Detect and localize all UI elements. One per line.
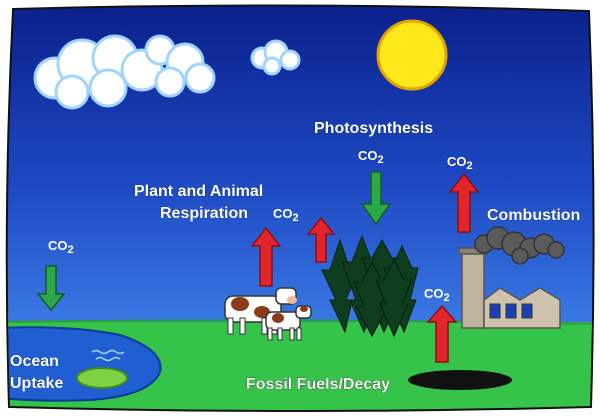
co2-photosynthesis: CO2 — [358, 148, 384, 166]
forest — [321, 234, 419, 338]
factory — [458, 247, 561, 329]
co2-fossil-fuels: CO2 — [424, 286, 450, 304]
label-respiration-line1: Plant and Animal — [134, 183, 263, 200]
cloud-large — [33, 34, 216, 110]
fossil-fuel-pool — [408, 370, 512, 390]
arrow-combustion — [448, 172, 480, 233]
label-respiration-line2: Respiration — [160, 205, 248, 222]
co2-respiration: CO2 — [273, 206, 299, 224]
arrow-photosynthesis — [360, 171, 392, 226]
label-fossil-fuels: Fossil Fuels/Decay — [246, 376, 390, 393]
smoke — [474, 226, 565, 265]
co2-ocean: CO2 — [48, 238, 74, 256]
label-photosynthesis: Photosynthesis — [314, 120, 433, 137]
svg-text:CO2: CO2 — [424, 286, 450, 304]
label-ocean: Ocean — [10, 353, 59, 370]
arrow-respiration-right — [306, 216, 336, 263]
arrow-respiration-left — [250, 226, 282, 287]
island — [76, 367, 128, 389]
label-combustion: Combustion — [487, 207, 580, 224]
label-uptake: Uptake — [10, 375, 63, 392]
cow-small — [265, 305, 312, 341]
arrow-fossil-fuels — [426, 304, 458, 363]
arrow-ocean-uptake — [36, 265, 66, 312]
co2-combustion: CO2 — [447, 154, 473, 172]
cow-large — [224, 287, 297, 335]
sun — [376, 19, 448, 91]
svg-text:CO2: CO2 — [273, 206, 299, 224]
svg-text:CO2: CO2 — [358, 148, 384, 166]
svg-text:CO2: CO2 — [48, 238, 74, 256]
svg-text:CO2: CO2 — [447, 154, 473, 172]
cloud-small — [250, 39, 301, 76]
